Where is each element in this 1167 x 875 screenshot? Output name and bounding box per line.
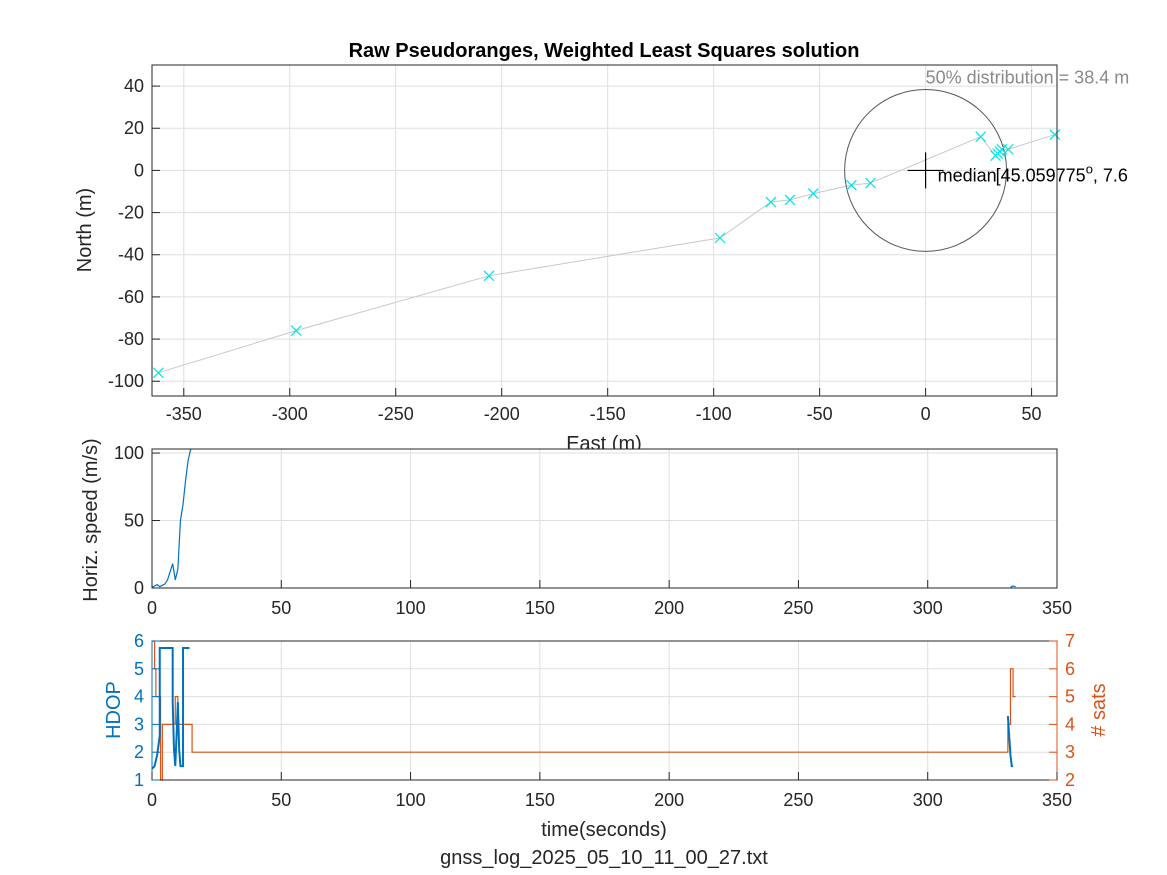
position-point <box>290 325 302 337</box>
sats-ytick-label: 6 <box>1065 659 1075 679</box>
hdop-ytick-label: 4 <box>134 687 144 707</box>
position-point <box>1002 143 1014 155</box>
position-ytick-label: 0 <box>134 160 144 180</box>
sats-ytick-label: 7 <box>1065 631 1075 651</box>
position-point <box>483 270 495 282</box>
north-axis-label: North (m) <box>74 188 96 272</box>
time-xtick-label: 350 <box>1042 790 1072 810</box>
hdop-sats-plot: 0 50 100 150 200 250 300 350 1 2 3 4 5 6 2 3 4 5 6 7 time… <box>103 631 1110 869</box>
time-xtick-label: 0 <box>147 790 157 810</box>
median-coords: [45.059775o, 7.6 <box>996 161 1128 185</box>
speed-xtick-label: 250 <box>783 598 813 618</box>
speed-series-line <box>151 448 192 588</box>
log-filename: gnss_log_2025_05_10_11_00_27.txt <box>440 847 768 869</box>
position-xtick-label: -50 <box>807 404 833 424</box>
time-xtick-label: 250 <box>783 790 813 810</box>
position-point <box>845 179 857 191</box>
position-xtick-label: -350 <box>166 404 202 424</box>
time-xtick-label: 200 <box>654 790 684 810</box>
speed-xtick-label: 0 <box>147 598 157 618</box>
position-ytick-label: -100 <box>108 371 144 391</box>
speed-xtick-label: 200 <box>654 598 684 618</box>
position-plot: Raw Pseudoranges, Weighted Least Squares… <box>74 40 1129 455</box>
position-ytick-label: -40 <box>118 245 144 265</box>
speed-ytick-label: 50 <box>124 511 144 531</box>
speed-axes-background <box>152 449 1057 588</box>
hdop-axis-label: HDOP <box>103 681 125 739</box>
sats-ytick-label: 3 <box>1065 742 1075 762</box>
plot-title: Raw Pseudoranges, Weighted Least Squares… <box>349 40 860 62</box>
position-xtick-label: -200 <box>484 404 520 424</box>
hdop-ytick-label: 5 <box>134 659 144 679</box>
position-point <box>784 194 796 206</box>
position-point <box>714 232 726 244</box>
position-ytick-label: -20 <box>118 203 144 223</box>
position-ytick-label: -60 <box>118 287 144 307</box>
speed-xtick-label: 100 <box>396 598 426 618</box>
speed-ytick-label: 0 <box>134 578 144 598</box>
position-point <box>865 177 876 189</box>
hdop-ytick-label: 1 <box>134 770 144 790</box>
position-xtick-label: -300 <box>272 404 308 424</box>
time-xtick-label: 50 <box>271 790 291 810</box>
sats-axis-label: # sats <box>1088 683 1110 736</box>
hdop-ytick-label: 2 <box>134 742 144 762</box>
time-xtick-label: 100 <box>396 790 426 810</box>
hdop-series-line <box>151 646 190 770</box>
position-point <box>975 131 987 143</box>
position-point <box>152 367 164 379</box>
position-ytick-label: -80 <box>118 329 144 349</box>
speed-xtick-label: 150 <box>525 598 555 618</box>
speed-xtick-label: 50 <box>271 598 291 618</box>
hdop-series-line <box>1006 715 1014 768</box>
time-xtick-label: 300 <box>913 790 943 810</box>
speed-axes-box <box>151 448 1058 589</box>
distribution-label: 50% distribution = 38.4 m <box>926 67 1130 87</box>
position-xtick-label: -150 <box>590 404 626 424</box>
speed-xtick-label: 350 <box>1042 598 1072 618</box>
sats-series-line <box>152 640 1016 781</box>
position-ytick-label: 20 <box>124 118 144 138</box>
sats-ytick-label: 5 <box>1065 687 1075 707</box>
sats-ytick-label: 4 <box>1065 714 1075 734</box>
position-xtick-label: -100 <box>696 404 732 424</box>
speed-series-line <box>1010 585 1016 588</box>
position-point <box>807 188 819 200</box>
distribution-circle <box>844 88 1008 252</box>
position-ytick-label: 40 <box>124 76 144 96</box>
hdop-axes-box <box>151 640 1058 781</box>
time-xtick-label: 150 <box>525 790 555 810</box>
median-label: median <box>938 165 997 185</box>
hdop-ytick-label: 3 <box>134 714 144 734</box>
hdop-ytick-label: 6 <box>134 631 144 651</box>
speed-xtick-label: 300 <box>913 598 943 618</box>
speed-ytick-label: 100 <box>114 443 144 463</box>
position-axes-box <box>151 64 1058 397</box>
sats-ytick-label: 2 <box>1065 770 1075 790</box>
position-point <box>1049 129 1061 140</box>
time-axis-label: time(seconds) <box>541 819 667 841</box>
speed-plot: 0 50 100 150 200 250 300 350 0 50 100 Horiz. spee… <box>80 438 1072 618</box>
position-xtick-label: -250 <box>378 404 414 424</box>
speed-axis-label: Horiz. speed (m/s) <box>80 438 102 601</box>
position-point <box>765 196 777 208</box>
position-xtick-label: 50 <box>1022 404 1042 424</box>
position-xtick-label: 0 <box>921 404 931 424</box>
